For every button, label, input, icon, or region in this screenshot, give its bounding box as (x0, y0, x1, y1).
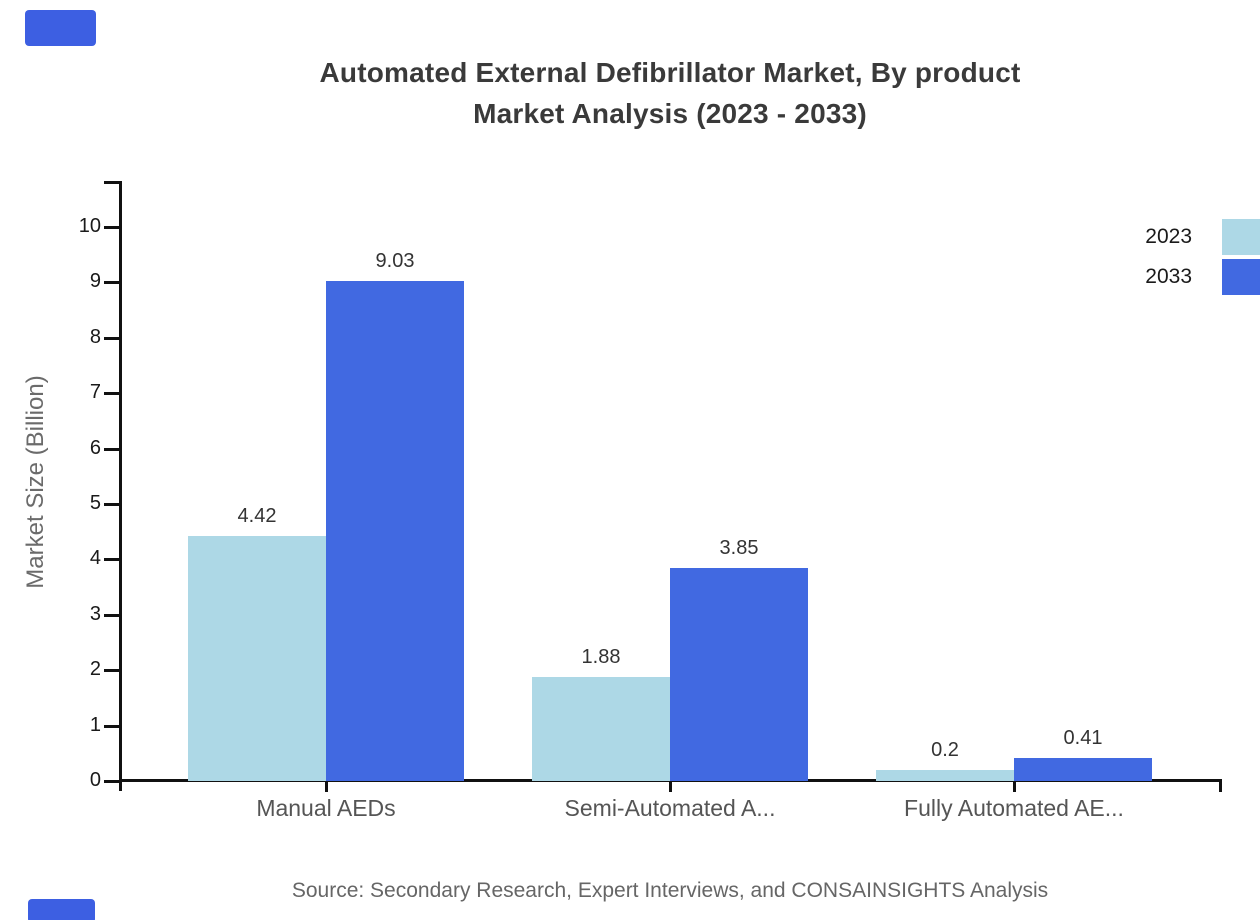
y-tick (104, 281, 119, 285)
chart-title-line2: Market Analysis (2023 - 2033) (473, 98, 867, 129)
y-tick (104, 226, 119, 229)
y-tick-label: 6 (89, 436, 101, 459)
legend-label-2033: 2033 (1145, 265, 1192, 288)
y-tick-label: 10 (78, 215, 101, 237)
y-tick-label: 9 (89, 270, 101, 293)
bar-value-label: 1.88 (581, 645, 621, 668)
source-text: Source: Secondary Research, Expert Inter… (291, 879, 1049, 902)
y-tick-label: 0 (89, 769, 101, 791)
y-tick-label: 5 (89, 492, 101, 514)
x-tick (1013, 782, 1016, 792)
y-axis-line (119, 181, 122, 791)
y-tick (104, 669, 119, 673)
bar (876, 769, 1014, 781)
y-tick-label: 4 (89, 547, 101, 570)
y-tick (104, 724, 119, 728)
bar (670, 567, 808, 781)
x-category-label: Fully Automated AE... (904, 795, 1124, 821)
y-tick (104, 613, 119, 617)
y-tick-label: 2 (89, 658, 101, 681)
chart-title: Automated External Defibrillator Market,… (80, 52, 1260, 134)
y-tick-label: 3 (89, 602, 101, 625)
x-category-label: Manual AEDs (256, 795, 396, 821)
source-line: Source: Secondary Research, Expert Inter… (80, 879, 1260, 903)
bar-value-label: 4.42 (237, 505, 277, 528)
bar (532, 676, 670, 781)
legend-swatch-2023 (1222, 219, 1260, 255)
y-tick (104, 503, 119, 506)
x-category-label: Semi-Automated A... (564, 795, 776, 821)
y-tick-label: 1 (89, 713, 101, 736)
bar-value-label: 9.03 (375, 249, 415, 272)
y-tick (104, 780, 119, 783)
y-tick-label: 8 (89, 325, 101, 348)
x-tick (325, 782, 328, 792)
bar (326, 280, 464, 781)
y-tick (104, 558, 119, 562)
legend-item-2033: 2033 (1145, 259, 1260, 295)
bar (1014, 758, 1152, 781)
y-tick (104, 447, 119, 451)
legend-item-2023: 2023 (1145, 219, 1260, 255)
x-axis-end-tick (1219, 782, 1222, 792)
brand-logo-bottom-icon (28, 899, 95, 920)
bar-value-label: 0.2 (931, 738, 959, 761)
y-axis-cap-tick (104, 181, 119, 184)
y-tick (104, 392, 119, 396)
y-tick (104, 336, 119, 340)
legend-swatch-2033 (1222, 259, 1260, 295)
x-tick (669, 782, 672, 792)
bar (188, 536, 326, 781)
legend: 2023 2033 (1145, 219, 1260, 299)
bar-value-label: 3.85 (719, 536, 759, 559)
legend-label-2023: 2023 (1145, 225, 1192, 248)
bar-value-label: 0.41 (1063, 727, 1103, 750)
brand-logo-icon (25, 10, 96, 46)
y-tick-label: 7 (89, 381, 101, 404)
chart-title-line1: Automated External Defibrillator Market,… (319, 57, 1021, 88)
